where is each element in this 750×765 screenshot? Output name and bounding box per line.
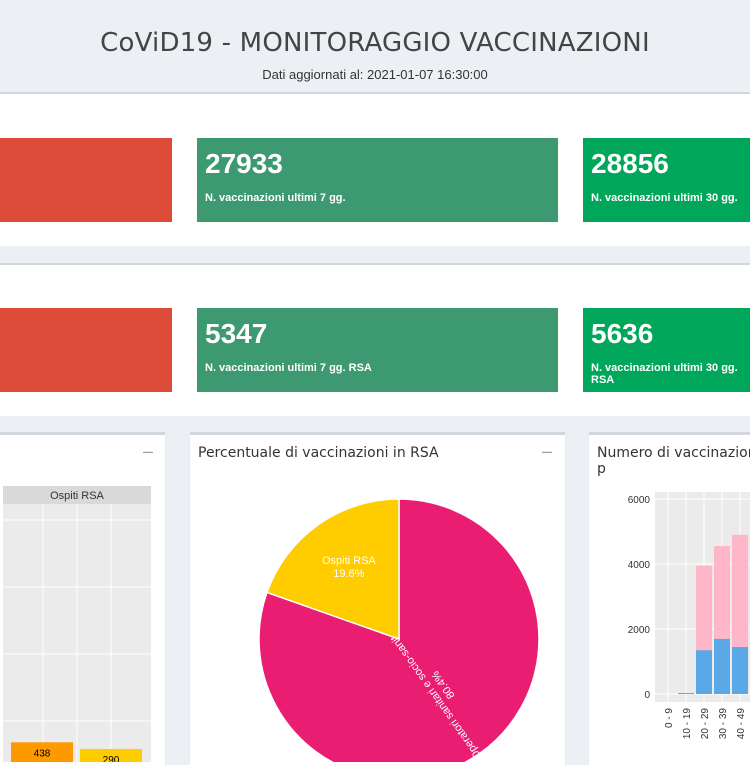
kpi-label: N. vaccinazioni ultimi 7 gg. RSA — [205, 362, 372, 374]
facet-label: Ospiti RSA — [50, 490, 104, 502]
kpi-card-total — [0, 138, 172, 222]
panel-title: Numero di vaccinazioni p — [597, 445, 750, 477]
y-tick-label: 6000 — [628, 495, 651, 506]
kpi-card-total-rsa — [0, 308, 172, 392]
kpi-value: 5636 — [591, 318, 654, 349]
bar-segment — [714, 546, 730, 639]
kpi-box-rsa: 5347 N. vaccinazioni ultimi 7 gg. RSA 56… — [0, 263, 750, 416]
bar-value-label: 290 — [103, 755, 120, 762]
x-tick-label: 10 - 19 — [682, 708, 693, 740]
kpi-label: N. vaccinazioni ultimi 30 gg. — [591, 192, 738, 204]
facet-header — [3, 486, 151, 504]
bar-segment — [678, 693, 694, 695]
age-chart: 0 2000 4000 6000 0 - 9 10 - 19 20 - 29 30 - 39 4… — [628, 492, 750, 740]
panel-rsa-bars: – Ospiti RSA 438 290 — [0, 432, 165, 765]
page-title: CoViD19 - MONITORAGGIO VACCINAZIONI — [100, 28, 650, 58]
pie-slice-label: Ospiti RSA 19.6% — [322, 555, 376, 580]
bar-segment — [714, 638, 730, 694]
kpi-card-7days-rsa: 5347 N. vaccinazioni ultimi 7 gg. RSA — [197, 308, 558, 392]
panel-rsa-pie: Percentuale di vaccinazioni in RSA – Ope… — [190, 432, 565, 765]
panel-age-bars: Numero di vaccinazioni p 0 2000 4000 6000 0 … — [589, 432, 750, 765]
bar-segment — [696, 565, 712, 651]
y-tick-label: 4000 — [628, 560, 651, 571]
panel-title: Percentuale di vaccinazioni in RSA — [198, 445, 439, 461]
y-tick-label: 2000 — [628, 625, 651, 636]
kpi-card-7days: 27933 N. vaccinazioni ultimi 7 gg. — [197, 138, 558, 222]
x-tick-label: 20 - 29 — [700, 708, 711, 740]
kpi-card-30days: 28856 N. vaccinazioni ultimi 30 gg. — [583, 138, 750, 222]
bar-segment — [732, 534, 748, 647]
kpi-box-total: 27933 N. vaccinazioni ultimi 7 gg. 28856… — [0, 92, 750, 246]
x-tick-label: 30 - 39 — [718, 708, 729, 740]
last-updated: Dati aggiornati al: 2021-01-07 16:30:00 — [262, 67, 488, 82]
kpi-label: N. vaccinazioni ultimi 7 gg. — [205, 192, 346, 204]
minus-icon[interactable]: – — [143, 441, 154, 461]
x-tick-label: 0 - 9 — [664, 708, 675, 728]
kpi-card-30days-rsa: 5636 N. vaccinazioni ultimi 30 gg. RSA — [583, 308, 750, 392]
x-tick-label: 40 - 49 — [736, 708, 747, 740]
kpi-label: N. vaccinazioni ultimi 30 gg. RSA — [591, 362, 738, 386]
header: CoViD19 - MONITORAGGIO VACCINAZIONI Dati… — [0, 0, 750, 90]
bar-segment — [696, 650, 712, 694]
pie-slice — [266, 498, 400, 641]
pie-chart: Operatori sanitari e socio-sanitari80.4%… — [258, 498, 540, 762]
y-tick-label: 0 — [644, 690, 650, 701]
kpi-value: 28856 — [591, 148, 669, 179]
bar-segment — [732, 646, 748, 694]
minus-icon[interactable]: – — [542, 441, 553, 461]
kpi-value: 27933 — [205, 148, 283, 179]
kpi-value: 5347 — [205, 318, 268, 349]
